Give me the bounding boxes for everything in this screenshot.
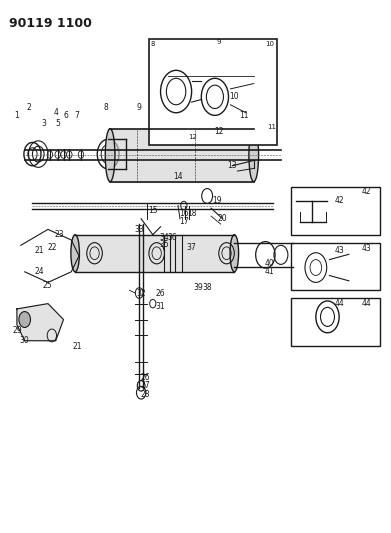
Text: 21: 21: [72, 342, 82, 351]
Text: 19: 19: [212, 196, 222, 205]
Text: 38: 38: [202, 283, 212, 292]
Text: 37: 37: [187, 244, 197, 253]
Text: 31: 31: [156, 302, 165, 311]
Text: 10: 10: [230, 92, 239, 101]
Text: 17: 17: [179, 217, 189, 226]
Text: 27: 27: [140, 381, 150, 390]
Text: 8: 8: [104, 103, 109, 112]
Text: 1: 1: [14, 111, 19, 120]
Text: 41: 41: [264, 268, 274, 276]
Text: 9: 9: [217, 39, 221, 45]
Ellipse shape: [230, 235, 239, 272]
Text: 29: 29: [12, 326, 22, 335]
Text: 11: 11: [267, 124, 276, 130]
Text: 12: 12: [214, 127, 224, 136]
Polygon shape: [17, 304, 63, 341]
Ellipse shape: [71, 235, 79, 272]
Bar: [291, 298, 380, 346]
Bar: [149, 38, 277, 144]
Ellipse shape: [249, 128, 258, 182]
Text: 43: 43: [361, 244, 371, 253]
Text: 20: 20: [218, 214, 228, 223]
Text: 35: 35: [160, 240, 169, 249]
Text: 90119 1100: 90119 1100: [9, 17, 92, 30]
Circle shape: [19, 312, 30, 327]
Text: 42: 42: [334, 196, 344, 205]
Text: 21: 21: [35, 246, 44, 255]
Text: 36: 36: [167, 233, 177, 242]
Bar: [291, 187, 380, 235]
Text: 6: 6: [63, 111, 68, 120]
Text: 4: 4: [53, 108, 58, 117]
Text: 43: 43: [334, 246, 344, 255]
Ellipse shape: [105, 128, 115, 182]
Text: 34: 34: [160, 233, 169, 242]
Text: 7: 7: [75, 111, 79, 120]
Text: 10: 10: [265, 42, 274, 47]
Text: 16: 16: [179, 209, 189, 218]
Text: 23: 23: [54, 230, 64, 239]
Text: 24: 24: [35, 268, 44, 276]
Text: 9: 9: [137, 103, 142, 112]
Text: 40: 40: [264, 260, 274, 268]
Text: 13: 13: [228, 161, 237, 170]
Text: 28: 28: [140, 390, 150, 399]
Text: 44: 44: [334, 299, 344, 308]
Text: 2: 2: [27, 103, 32, 112]
Text: 33: 33: [135, 225, 144, 234]
Text: 32: 32: [136, 288, 146, 297]
Text: 26: 26: [156, 288, 165, 297]
Text: 18: 18: [187, 209, 196, 218]
Text: 8: 8: [151, 42, 155, 47]
Text: 5: 5: [55, 119, 60, 128]
Text: 15: 15: [148, 206, 158, 215]
Text: 26: 26: [140, 373, 150, 382]
Text: 22: 22: [47, 244, 57, 253]
Text: 12: 12: [188, 134, 197, 140]
Text: 42: 42: [362, 187, 371, 196]
Bar: [291, 243, 380, 290]
Text: 25: 25: [42, 280, 52, 289]
Text: 11: 11: [239, 111, 249, 120]
Text: 44: 44: [361, 299, 371, 308]
Text: 30: 30: [20, 336, 30, 345]
Text: 14: 14: [173, 172, 183, 181]
Text: 3: 3: [42, 119, 47, 128]
Text: 39: 39: [194, 283, 203, 292]
